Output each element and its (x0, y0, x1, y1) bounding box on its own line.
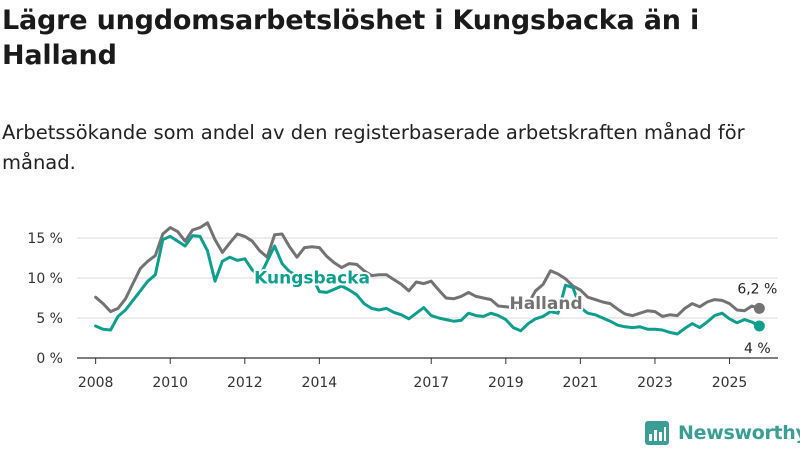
end-point-kungsbacka (753, 320, 765, 332)
x-tick-label: 2012 (227, 375, 263, 391)
brand-logo: Newsworthy (644, 420, 800, 446)
end-point-halland (753, 302, 765, 314)
series-label-kungsbacka: Kungsbacka (254, 268, 370, 288)
y-tick-label: 0 % (36, 351, 63, 367)
gridlines (77, 237, 778, 359)
x-tick-label: 2008 (78, 375, 114, 391)
y-tick-label: 15 % (27, 231, 63, 247)
x-tick-label: 2021 (563, 375, 599, 391)
chart-subtitle: Arbetssökande som andel av den registerb… (2, 121, 745, 174)
x-tick-label: 2014 (302, 375, 338, 391)
series-line-halland (94, 221, 761, 318)
axes: 0 % 5 % 10 % 15 % 2008 2010 2012 2014 2017 2019 20… (27, 231, 747, 391)
x-tick-label: 2010 (152, 375, 188, 391)
x-tick-label: 2025 (712, 375, 748, 391)
series (94, 221, 765, 336)
y-tick-label: 10 % (27, 271, 63, 287)
series-line-kungsbacka (94, 234, 761, 336)
newsworthy-logo-icon (645, 421, 669, 445)
chart-labels: Kungsbacka Halland 6,2 % 4 % (252, 266, 777, 357)
brand-name: Newsworthy (678, 422, 800, 444)
series-label-halland: Halland (510, 294, 583, 314)
x-tick-label: 2019 (488, 375, 524, 391)
x-tick-label: 2023 (637, 375, 673, 391)
y-tick-label: 5 % (36, 311, 63, 327)
chart-title: Lägre ungdomsarbetslöshet i Kungsbacka ä… (2, 5, 700, 71)
x-tick-label: 2017 (413, 375, 449, 391)
end-label-kungsbacka: 4 % (744, 341, 771, 357)
end-label-halland: 6,2 % (737, 281, 777, 297)
